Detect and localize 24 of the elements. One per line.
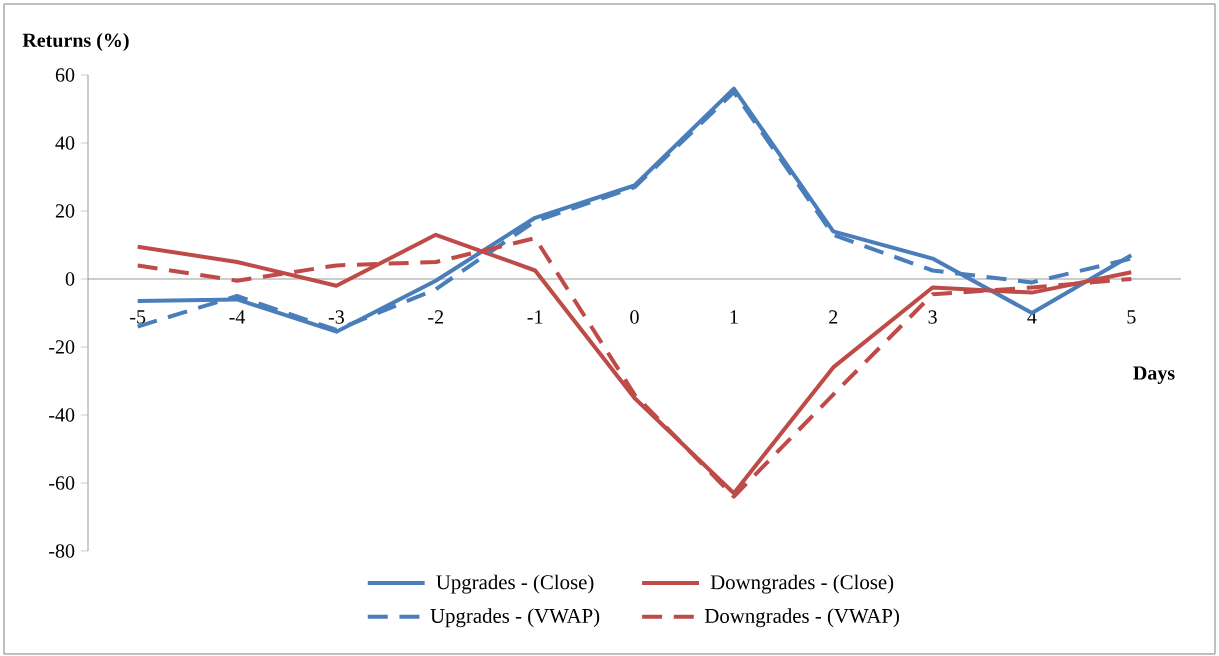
x-axis-title: Days xyxy=(1133,366,1175,384)
y-tick-label: 0 xyxy=(65,272,75,286)
x-tick-label: 1 xyxy=(730,310,738,324)
legend-label: Downgrades - (Close) xyxy=(710,574,894,594)
y-tick-label: -20 xyxy=(49,340,75,354)
y-axis-title: Returns (%) xyxy=(22,32,129,52)
x-tick-label: 0 xyxy=(630,310,639,324)
x-tick-label: -1 xyxy=(527,310,543,324)
x-tick-label: 5 xyxy=(1127,310,1136,324)
legend-label: Downgrades - (VWAP) xyxy=(704,608,899,628)
y-tick-label: 40 xyxy=(55,136,75,150)
y-tick-label: 60 xyxy=(55,68,75,82)
x-tick-label: 3 xyxy=(928,310,937,324)
legend-label: Upgrades - (Close) xyxy=(436,574,594,594)
x-tick-label: -2 xyxy=(428,310,443,324)
x-tick-label: -5 xyxy=(130,310,146,324)
y-tick-label: -40 xyxy=(49,408,75,422)
legend-label: Upgrades - (VWAP) xyxy=(430,608,600,628)
y-tick-label: -80 xyxy=(49,544,75,558)
y-tick-label: -60 xyxy=(49,476,75,490)
x-tick-label: -4 xyxy=(229,310,246,324)
x-tick-label: -3 xyxy=(328,310,344,324)
x-tick-label: 2 xyxy=(829,310,838,324)
y-tick-label: 20 xyxy=(55,204,75,218)
